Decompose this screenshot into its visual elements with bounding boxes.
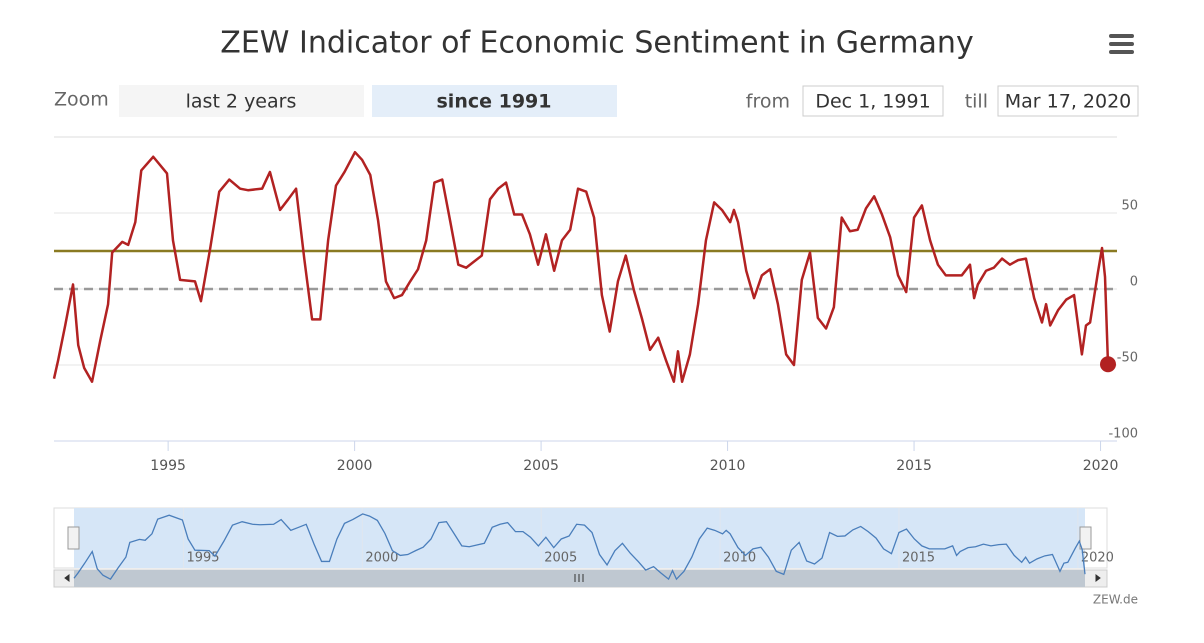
navigator-tick-label: 2010 xyxy=(723,551,756,566)
navigator-tick-label: 2005 xyxy=(544,551,577,566)
navigator-tick-label: 2015 xyxy=(902,551,935,566)
y-tick-label: -50 xyxy=(1117,351,1138,366)
navigator-mask[interactable] xyxy=(74,508,1085,568)
credits: ZEW.de xyxy=(1093,593,1138,607)
zoom-label: Zoom xyxy=(54,89,109,111)
range-button-label[interactable]: last 2 years xyxy=(186,91,297,113)
navigator-line xyxy=(73,513,1086,581)
navigator-handle[interactable] xyxy=(1079,526,1092,550)
from-date[interactable]: Dec 1, 1991 xyxy=(815,91,930,113)
from-input[interactable] xyxy=(802,85,944,117)
x-tick-label: 2000 xyxy=(337,458,373,474)
x-tick-label: 1995 xyxy=(150,458,186,474)
scrollbar-arrows xyxy=(64,574,1101,582)
till-label: till xyxy=(965,91,988,113)
from-label: from xyxy=(746,91,790,113)
navigator-tick-label: 2020 xyxy=(1081,551,1114,566)
range-button[interactable] xyxy=(119,85,364,117)
y-tick-label: 50 xyxy=(1121,199,1138,214)
navigator-handle[interactable] xyxy=(67,526,80,550)
chart-title: ZEW Indicator of Economic Sentiment in G… xyxy=(220,26,973,61)
till-date[interactable]: Mar 17, 2020 xyxy=(1005,91,1132,113)
range-button-label[interactable]: since 1991 xyxy=(437,91,552,113)
last-point xyxy=(1100,356,1116,373)
navigator-tick-label: 1995 xyxy=(186,551,219,566)
x-tick-label: 2005 xyxy=(523,458,559,474)
navigator-tick-label: 2000 xyxy=(365,551,398,566)
x-tick-label: 2010 xyxy=(710,458,746,474)
y-tick-label: 0 xyxy=(1130,275,1138,290)
menu-icon[interactable] xyxy=(1109,34,1134,54)
x-tick-label: 2020 xyxy=(1083,458,1119,474)
x-tick-label: 2015 xyxy=(896,458,932,474)
y-tick-label: -100 xyxy=(1108,427,1138,442)
range-button[interactable] xyxy=(372,85,617,117)
series-line xyxy=(52,150,1110,383)
till-input[interactable] xyxy=(997,85,1139,117)
